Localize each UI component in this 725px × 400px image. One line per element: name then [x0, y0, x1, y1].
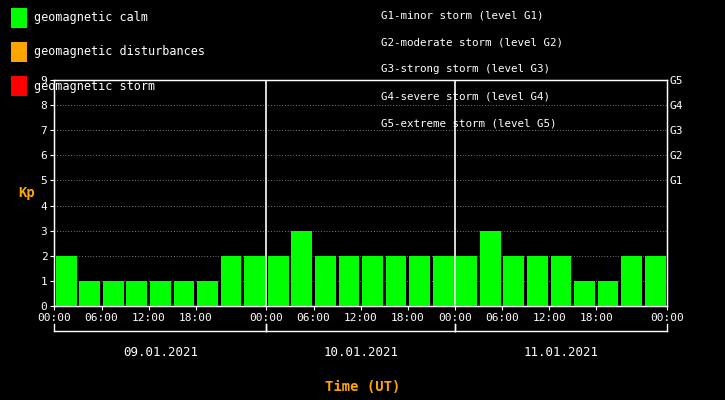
Bar — [362, 256, 383, 306]
Bar — [173, 281, 194, 306]
Bar — [550, 256, 571, 306]
Text: G4-severe storm (level G4): G4-severe storm (level G4) — [381, 92, 550, 102]
Bar — [339, 256, 360, 306]
Text: geomagnetic calm: geomagnetic calm — [34, 12, 148, 24]
Bar — [79, 281, 100, 306]
Bar — [480, 231, 501, 306]
Bar — [244, 256, 265, 306]
Bar — [645, 256, 666, 306]
Bar — [456, 256, 477, 306]
Bar — [197, 281, 218, 306]
Text: G2-moderate storm (level G2): G2-moderate storm (level G2) — [381, 37, 563, 47]
Text: 09.01.2021: 09.01.2021 — [123, 346, 198, 359]
Text: geomagnetic storm: geomagnetic storm — [34, 80, 155, 92]
Text: Kp: Kp — [18, 186, 36, 200]
Bar — [268, 256, 289, 306]
Bar — [574, 281, 595, 306]
Text: G3-strong storm (level G3): G3-strong storm (level G3) — [381, 64, 550, 74]
Bar — [291, 231, 312, 306]
Bar — [386, 256, 407, 306]
Text: 10.01.2021: 10.01.2021 — [323, 346, 398, 359]
Bar — [621, 256, 642, 306]
Bar — [56, 256, 77, 306]
Bar — [103, 281, 124, 306]
Bar — [126, 281, 147, 306]
Bar — [150, 281, 171, 306]
Text: Time (UT): Time (UT) — [325, 380, 400, 394]
Bar — [597, 281, 618, 306]
Text: G1-minor storm (level G1): G1-minor storm (level G1) — [381, 10, 543, 20]
Text: geomagnetic disturbances: geomagnetic disturbances — [34, 46, 205, 58]
Text: G5-extreme storm (level G5): G5-extreme storm (level G5) — [381, 119, 556, 129]
Text: 11.01.2021: 11.01.2021 — [523, 346, 598, 359]
Bar — [433, 256, 454, 306]
Bar — [409, 256, 430, 306]
Bar — [220, 256, 241, 306]
Bar — [315, 256, 336, 306]
Bar — [503, 256, 524, 306]
Bar — [527, 256, 548, 306]
